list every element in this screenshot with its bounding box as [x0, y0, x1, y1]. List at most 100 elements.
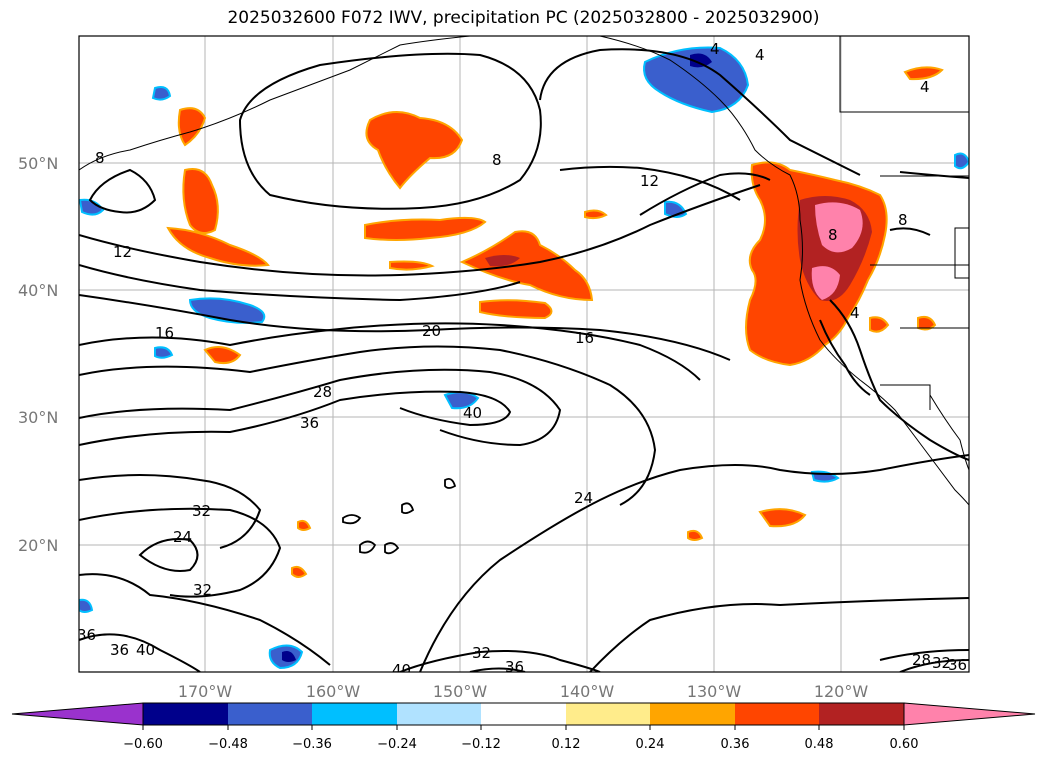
contour-label: 36: [110, 641, 129, 659]
colorbar-left-arrow: [11, 702, 144, 726]
precip-patch: [282, 651, 296, 662]
contour-label: 40: [392, 661, 411, 679]
contour-label: 4: [850, 304, 860, 322]
colorbar-tick-label: 0.48: [805, 737, 834, 752]
colorbar-segment: [481, 703, 566, 725]
colorbar-segment: [735, 703, 819, 725]
contour-label: 4: [710, 40, 720, 58]
colorbar-tick-label: 0.36: [721, 737, 750, 752]
lat-label: 30°N: [18, 408, 58, 427]
contour-label: 24: [173, 528, 192, 546]
contour-label: 8: [828, 226, 838, 244]
contour-label: 20: [422, 322, 441, 340]
contour-label: 4: [755, 46, 765, 64]
contour-label: 24: [574, 489, 593, 507]
colorbar-segment: [819, 703, 904, 725]
precip-patch: [297, 519, 312, 531]
contour-label: 12: [113, 243, 132, 261]
precip-patch: [79, 198, 105, 216]
contour-label: 36: [948, 656, 967, 674]
precip-patch: [815, 202, 863, 253]
colorbar-segment: [143, 703, 228, 725]
precip-patch: [485, 255, 520, 267]
precip-patch: [151, 86, 172, 101]
precip-patch: [869, 316, 890, 333]
precip-patch: [917, 315, 937, 331]
lon-label: 150°W: [433, 682, 488, 701]
plot-frame: [78, 35, 970, 673]
contour-label: 8: [492, 151, 502, 169]
colorbar-segment: [566, 703, 650, 725]
colorbar-segment: [397, 703, 481, 725]
precip-patch: [154, 346, 174, 359]
lat-label: 20°N: [18, 536, 58, 555]
colorbar-tick-label: 0.12: [552, 737, 581, 752]
precip-patch: [79, 598, 94, 613]
colorbar-tick-label: 0.60: [890, 737, 919, 752]
contour-label: 4: [920, 78, 930, 96]
precip-patch: [203, 345, 242, 365]
iwv-contours: [79, 48, 969, 672]
contour-label: 8: [898, 211, 908, 229]
contour-label: 36: [300, 414, 319, 432]
iwv-small-contours: [342, 477, 457, 555]
lat-label: 50°N: [18, 154, 58, 173]
contour-label: 40: [463, 404, 482, 422]
lat-label: 40°N: [18, 281, 58, 300]
contour-label: 12: [640, 172, 659, 190]
precip-patch: [365, 111, 464, 190]
contour-label: 28: [313, 383, 332, 401]
precip-positive-regions: [166, 66, 944, 578]
precip-patch: [584, 209, 608, 220]
longitude-labels: 170°W 160°W 150°W 140°W 130°W 120°W: [178, 682, 869, 701]
contour-label: 16: [155, 324, 174, 342]
contour-label: 32: [932, 654, 951, 672]
precip-patch: [182, 168, 219, 235]
lon-label: 170°W: [178, 682, 233, 701]
colorbar-tick-label: −0.24: [377, 737, 417, 752]
contour-label: 32: [193, 581, 212, 599]
coastline: [79, 36, 969, 506]
colorbar-ticks: [142, 725, 905, 730]
precip-patch: [459, 230, 594, 302]
colorbar-segment: [228, 703, 312, 725]
colorbar-tick-label: −0.60: [123, 737, 163, 752]
colorbar-tick-label: −0.12: [461, 737, 501, 752]
lon-label: 120°W: [814, 682, 869, 701]
contour-labels: 4 4 4 8 8 8 8 12 12 16 16 20 28 36 40 24…: [79, 40, 967, 679]
map-title: 2025032600 F072 IWV, precipitation PC (2…: [227, 8, 820, 28]
contour-label: 8: [95, 149, 105, 167]
colorbar-frame: [142, 702, 905, 726]
colorbar-right-arrow: [903, 702, 1036, 726]
colorbar-tick-label: −0.48: [208, 737, 248, 752]
contour-label: 16: [575, 329, 594, 347]
precip-patch: [166, 226, 270, 267]
colorbar-segment: [312, 703, 397, 725]
precip-patch: [758, 508, 807, 528]
contour-label: 28: [912, 651, 931, 669]
contour-label: 40: [136, 641, 155, 659]
precip-patch: [364, 216, 487, 241]
colorbar: −0.60 −0.48 −0.36 −0.24 −0.12 0.12 0.24 …: [11, 702, 1036, 752]
precip-patch: [291, 565, 308, 578]
gridlines: [79, 36, 969, 672]
precip-patch: [643, 46, 750, 114]
lon-label: 130°W: [687, 682, 742, 701]
contour-label: 32: [192, 502, 211, 520]
precip-patch: [177, 107, 207, 147]
lon-label: 160°W: [306, 682, 361, 701]
precip-patch: [479, 299, 553, 320]
contour-label: 32: [472, 644, 491, 662]
precip-patch: [687, 529, 704, 541]
precip-patch: [903, 66, 944, 81]
lon-label: 140°W: [560, 682, 615, 701]
colorbar-tick-label: −0.36: [292, 737, 332, 752]
precip-patch: [690, 53, 712, 68]
precip-patch: [389, 260, 435, 271]
latitude-labels: 50°N 40°N 30°N 20°N: [18, 154, 58, 555]
precip-negative-regions: [79, 46, 969, 670]
colorbar-tick-label: 0.24: [636, 737, 665, 752]
contour-label: 36: [505, 658, 524, 676]
precip-patch: [811, 266, 840, 300]
